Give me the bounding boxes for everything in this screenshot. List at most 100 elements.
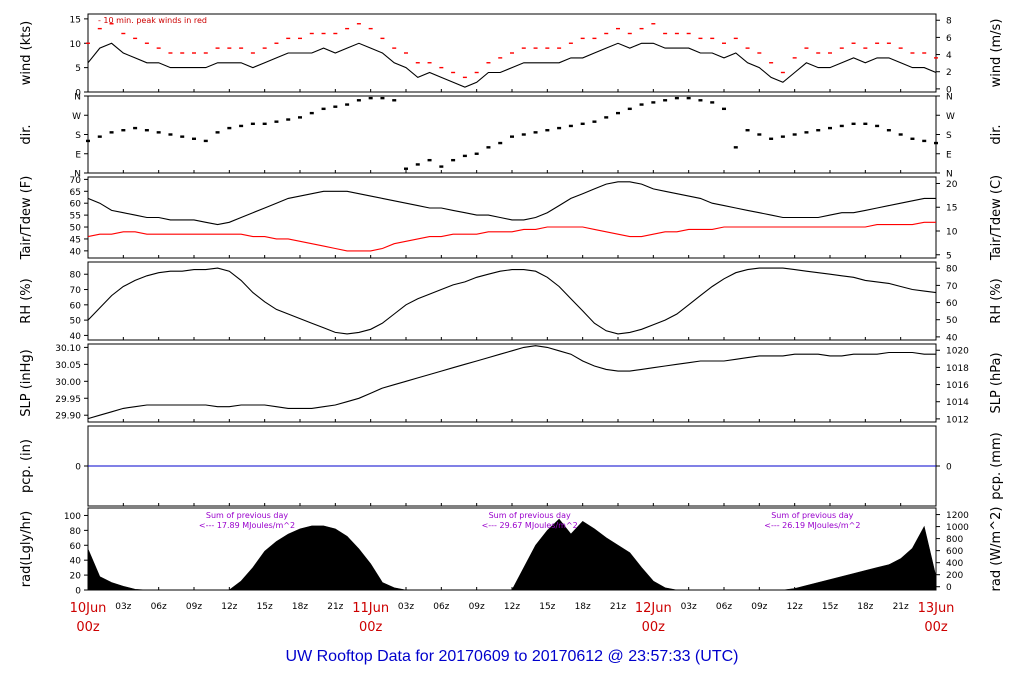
direction-point	[627, 107, 632, 111]
y-axis-label-right: SLP (hPa)	[989, 352, 1004, 413]
x-tick-label: 21z	[893, 602, 909, 612]
y-axis-label: wind (kts)	[19, 21, 34, 85]
direction-point	[875, 124, 880, 128]
direction-point	[262, 122, 267, 126]
y-axis-label-right: dir.	[989, 124, 1004, 144]
y-tick-label: 100	[64, 512, 81, 522]
direction-point	[427, 158, 432, 162]
direction-point	[616, 111, 620, 115]
y-tick-label-right: 4	[946, 51, 952, 61]
direction-point	[321, 107, 326, 111]
direction-point	[486, 146, 491, 149]
series-line-tdew	[87, 221, 936, 252]
direction-point	[568, 124, 573, 128]
y-tick-label: 60	[70, 301, 82, 311]
direction-point	[86, 139, 90, 143]
direction-point	[392, 99, 397, 102]
direction-point	[451, 158, 456, 162]
y-tick-label-right: 1012	[946, 415, 969, 425]
y-axis-label: dir.	[19, 124, 34, 144]
y-axis-label-right: RH (%)	[989, 278, 1004, 323]
series-line-wind	[87, 42, 937, 88]
y-tick-label: 55	[70, 212, 81, 222]
direction-point	[180, 135, 185, 138]
direction-point	[722, 107, 726, 111]
direction-point	[144, 129, 149, 132]
direction-point	[380, 96, 385, 100]
x-tick-label: 21z	[327, 602, 343, 612]
y-tick-label: 30.05	[55, 361, 81, 371]
footer-title: UW Rooftop Data for 20170609 to 20170612…	[285, 648, 739, 665]
direction-point	[368, 96, 373, 100]
direction-point	[239, 124, 244, 128]
x-tick-label: 03z	[115, 602, 131, 612]
x-date-hour: 00z	[76, 620, 100, 635]
y-tick-label: 5	[75, 64, 81, 74]
direction-point	[203, 139, 208, 143]
direction-point	[851, 122, 856, 126]
direction-point	[286, 118, 291, 121]
rad-annotation-value: <--- 17.89 MJoules/m^2	[199, 521, 295, 530]
y-axis-label: rad(Lgly/hr)	[19, 511, 34, 587]
y-tick-label-right: N	[946, 170, 953, 180]
x-date-hour: 00z	[924, 620, 948, 635]
y-tick-label: 40	[70, 332, 82, 342]
y-tick-label-right: W	[946, 112, 955, 122]
direction-point	[439, 165, 444, 168]
panel-wind	[84, 13, 940, 93]
x-date-label: 12Jun	[635, 601, 672, 616]
direction-point	[498, 141, 503, 145]
direction-point	[804, 131, 809, 134]
direction-point	[580, 122, 585, 126]
y-tick-label: 40	[70, 557, 82, 567]
series-line-pressure	[87, 345, 936, 420]
y-tick-label-right: 1000	[946, 523, 969, 533]
y-tick-label-right: N	[946, 93, 953, 103]
direction-point	[333, 105, 338, 108]
panel-relative_humidity	[84, 261, 940, 341]
direction-point	[345, 103, 350, 106]
direction-point	[898, 133, 903, 136]
wind-annotation: - 10 min. peak winds in red	[98, 16, 207, 25]
panel-temperature	[84, 176, 940, 259]
direction-point	[863, 122, 868, 126]
y-tick-label-right: 1020	[946, 347, 969, 357]
direction-point	[886, 129, 891, 132]
y-tick-label-right: 0	[946, 583, 952, 593]
direction-point	[356, 99, 361, 102]
direction-point	[227, 126, 232, 130]
x-tick-label: 12z	[787, 602, 803, 612]
x-tick-label: 18z	[857, 602, 873, 612]
direction-point	[462, 154, 467, 158]
panel-pressure	[84, 343, 940, 423]
y-tick-label: 0	[75, 463, 81, 473]
direction-point	[604, 116, 609, 119]
rad-annotation-value: <--- 29.67 MJoules/m^2	[482, 521, 578, 530]
x-date-hour: 00z	[642, 620, 666, 635]
y-tick-label: 0	[75, 587, 81, 597]
direction-point	[557, 126, 562, 130]
direction-point	[533, 131, 538, 134]
direction-point	[133, 126, 138, 130]
y-tick-label-right: 80	[946, 265, 958, 275]
x-tick-label: 12z	[504, 602, 520, 612]
x-tick-label: 09z	[751, 602, 767, 612]
y-axis-label-right: pcp. (mm)	[989, 432, 1004, 499]
direction-point	[521, 133, 526, 136]
direction-point	[592, 120, 597, 123]
direction-point	[510, 135, 514, 138]
y-tick-label-right: 60	[946, 299, 958, 309]
y-tick-label-right: 5	[946, 251, 952, 261]
y-axis-label-right: rad (W/m^2)	[989, 507, 1004, 592]
y-tick-label-right: 200	[946, 571, 963, 581]
direction-point	[415, 163, 420, 166]
direction-point	[828, 126, 832, 130]
x-date-label: 11Jun	[352, 601, 389, 616]
y-tick-label: 70	[70, 286, 82, 296]
direction-point	[215, 131, 220, 134]
x-tick-label: 09z	[469, 602, 485, 612]
y-tick-label: E	[75, 150, 81, 160]
y-tick-label-right: 800	[946, 535, 963, 545]
direction-point	[250, 122, 255, 126]
y-axis-label: pcp. (in)	[19, 439, 34, 493]
